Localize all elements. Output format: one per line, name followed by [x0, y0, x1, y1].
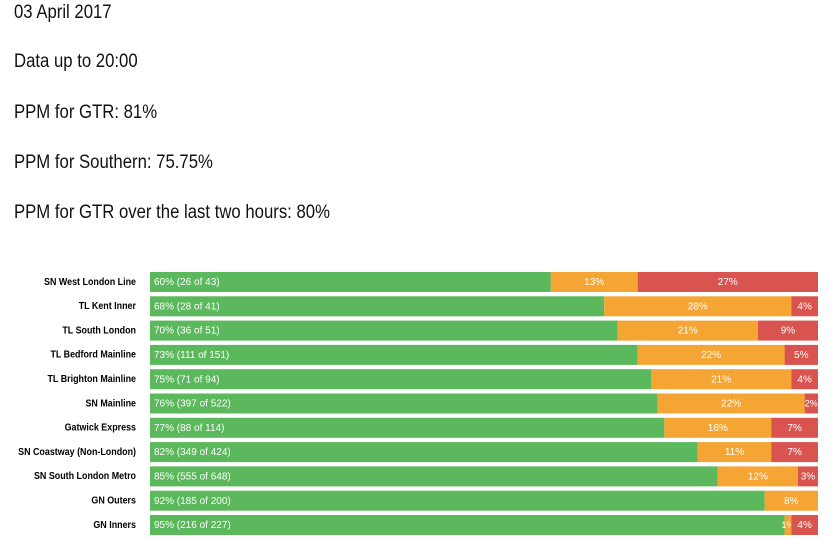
- bar-label: 1%: [781, 520, 794, 530]
- bar-label: 7%: [787, 447, 802, 458]
- category-label: TL South London: [62, 325, 136, 337]
- category-label: Gatwick Express: [65, 422, 137, 434]
- bar-label: 16%: [708, 423, 728, 434]
- bar-segment: [697, 442, 772, 463]
- category-label: SN West London Line: [44, 276, 136, 288]
- category-label: GN Inners: [93, 519, 136, 531]
- status-line: Data up to 20:00: [14, 51, 138, 72]
- bar-label: 8%: [784, 496, 799, 507]
- bar-label: 11%: [725, 447, 744, 458]
- bar-segment: [771, 417, 818, 438]
- bar-label: 77% (88 of 114): [154, 423, 224, 434]
- bar-label: 95% (216 of 227): [154, 520, 231, 531]
- category-label: TL Bedford Mainline: [50, 349, 136, 361]
- bar-segment: [150, 490, 765, 511]
- status-line: PPM for GTR over the last two hours: 80%: [14, 202, 330, 223]
- bar-label: 21%: [711, 374, 731, 385]
- category-label: SN South London Metro: [34, 471, 136, 483]
- status-line: PPM for GTR: 81%: [14, 102, 158, 123]
- bar-segment: [550, 272, 638, 292]
- bar-segment: [637, 272, 818, 292]
- bar-segment: [791, 515, 818, 535]
- bar-segment: [784, 515, 792, 535]
- bar-segment: [717, 466, 798, 487]
- bar-label: 3%: [801, 472, 816, 483]
- bar-segment: [664, 417, 772, 438]
- bar-label: 85% (555 of 648): [154, 472, 231, 483]
- bar-label: 76% (397 of 522): [154, 399, 231, 410]
- bar-label: 4%: [797, 374, 812, 385]
- bar-segment: [150, 417, 665, 438]
- bar-label: 92% (185 of 200): [154, 496, 231, 507]
- bar-segment: [651, 369, 792, 390]
- bar-segment: [150, 272, 551, 292]
- bar-segment: [150, 296, 605, 317]
- bar-segment: [757, 320, 818, 341]
- bar-segment: [150, 344, 638, 365]
- category-label: TL Kent Inner: [79, 300, 136, 312]
- bar-label: 22%: [721, 399, 741, 410]
- bar-segment: [150, 442, 698, 463]
- bar-label: 12%: [748, 472, 768, 483]
- category-label: SN Mainline: [85, 398, 136, 410]
- bar-segment: [150, 369, 651, 390]
- chart: SN West London Line 60% (26 of 43) 13% 27% T…: [18, 272, 818, 535]
- bar-segment: [657, 393, 805, 414]
- bar-segment: [617, 320, 758, 341]
- bar-segment: [637, 344, 785, 365]
- category-label: GN Outers: [91, 495, 136, 507]
- bar-label: 5%: [794, 350, 809, 361]
- bar-label: 27%: [718, 277, 738, 288]
- bar-label: 22%: [701, 350, 721, 361]
- category-label: TL Brighton Mainline: [47, 373, 136, 385]
- bar-label: 75% (71 of 94): [154, 374, 220, 385]
- bar-label: 68% (28 of 41): [154, 301, 220, 312]
- bar-label: 70% (36 of 51): [154, 326, 220, 337]
- bar-segment: [791, 296, 818, 317]
- bar-segment: [764, 490, 818, 511]
- bar-label: 9%: [781, 326, 796, 337]
- bar-label: 7%: [787, 423, 802, 434]
- bar-segment: [150, 320, 618, 341]
- bar-label: 82% (349 of 424): [154, 447, 231, 458]
- category-label: SN Coastway (Non-London): [18, 446, 136, 458]
- bar-label: 60% (26 of 43): [154, 277, 220, 288]
- status-line: PPM for Southern: 75.75%: [14, 152, 213, 173]
- bar-segment: [797, 466, 818, 487]
- bar-segment: [804, 393, 818, 414]
- bar-segment: [604, 296, 792, 317]
- bar-segment: [150, 466, 718, 487]
- bar-label: 4%: [797, 301, 812, 312]
- bar-segment: [150, 393, 658, 414]
- bar-label: 2%: [805, 398, 818, 408]
- bar-label: 4%: [797, 520, 812, 531]
- bar-label: 21%: [678, 326, 698, 337]
- bar-label: 28%: [688, 301, 708, 312]
- bar-label: 13%: [584, 277, 604, 288]
- bar-label: 73% (111 of 151): [154, 350, 229, 361]
- bar-segment: [150, 515, 785, 535]
- bar-segment: [771, 442, 818, 463]
- bar-segment: [784, 344, 818, 365]
- bar-segment: [791, 369, 818, 390]
- date: 03 April 2017: [14, 2, 112, 23]
